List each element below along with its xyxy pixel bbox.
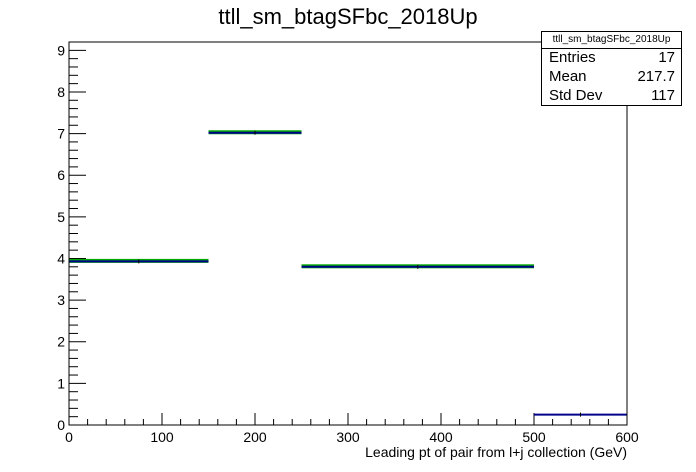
x-tick-label: 300 — [336, 429, 360, 445]
x-axis-label: Leading pt of pair from l+j collection (… — [365, 444, 627, 460]
stats-value: 17 — [658, 49, 675, 66]
x-tick-label: 200 — [243, 429, 267, 445]
y-tick-label: 6 — [57, 167, 65, 183]
plot-frame — [68, 41, 628, 426]
x-tick-label: 400 — [429, 429, 453, 445]
stats-row-stddev: Std Dev 117 — [542, 87, 681, 106]
stats-value: 217.7 — [637, 68, 675, 85]
y-tick-label: 2 — [57, 334, 65, 350]
y-tick-label: 3 — [57, 292, 65, 308]
stats-row-entries: Entries 17 — [542, 49, 681, 68]
histogram-bins — [69, 130, 627, 417]
stats-label: Entries — [549, 49, 596, 66]
axis-ticks — [68, 41, 628, 426]
stats-label: Std Dev — [549, 87, 603, 104]
stats-box: ttll_sm_btagSFbc_2018Up Entries 17 Mean … — [541, 31, 682, 106]
y-tick-label: 9 — [57, 42, 65, 58]
y-tick-label: 8 — [57, 84, 65, 100]
y-tick-label: 5 — [57, 209, 65, 225]
y-tick-label: 4 — [57, 250, 65, 266]
x-tick-label: 0 — [65, 429, 73, 445]
stats-label: Mean — [549, 68, 587, 85]
y-tick-label: 0 — [57, 417, 65, 433]
chart-title: ttll_sm_btagSFbc_2018Up — [218, 4, 478, 29]
stats-box-title: ttll_sm_btagSFbc_2018Up — [542, 32, 681, 49]
stats-value: 117 — [651, 87, 675, 104]
stats-row-mean: Mean 217.7 — [542, 68, 681, 87]
x-tick-label: 500 — [522, 429, 546, 445]
tick-labels: 0 100 200 300 400 500 600 0 1 2 3 4 5 6 7 8 9 — [57, 42, 639, 445]
y-tick-label: 7 — [57, 126, 65, 142]
x-tick-label: 600 — [615, 429, 639, 445]
x-tick-label: 100 — [150, 429, 174, 445]
y-tick-label: 1 — [57, 375, 65, 391]
